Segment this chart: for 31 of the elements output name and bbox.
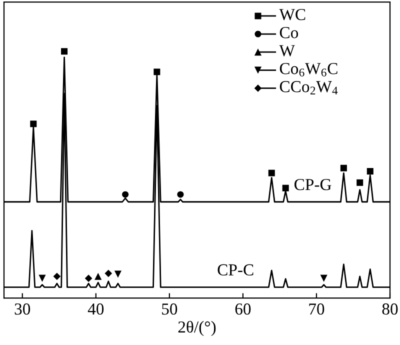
x-tick-label: 50: [162, 303, 178, 315]
point: [94, 272, 102, 280]
point: [122, 191, 129, 198]
x-tick-label: 60: [235, 303, 251, 315]
series-label: CP-C: [218, 264, 254, 276]
point: [61, 48, 68, 55]
point: [53, 272, 61, 280]
legend-label: Co$_{6}$W$_{6}$C: [280, 62, 338, 76]
point: [104, 270, 112, 278]
point: [154, 68, 160, 76]
point: [282, 184, 289, 192]
x-tick-label: 40: [88, 303, 104, 315]
legend-label: WC: [279, 8, 306, 20]
legend-label: Co: [280, 27, 298, 38]
legend-label: CCo$_{2}$W$_{4}$: [280, 81, 338, 94]
point: [30, 120, 37, 128]
legend-label: W: [279, 45, 295, 56]
point: [84, 274, 92, 282]
point: [177, 191, 184, 198]
x-axis-title: 2θ/(°): [178, 320, 216, 336]
x-tick-label: 70: [309, 303, 324, 315]
x-tick-label: 80: [382, 303, 398, 315]
point: [268, 170, 275, 176]
x-tick-label: 30: [14, 303, 30, 315]
point: [340, 164, 347, 172]
point: [38, 274, 46, 282]
point: [114, 270, 122, 278]
series-label: CP-G: [294, 178, 332, 190]
point: [320, 274, 328, 282]
point: [366, 168, 374, 175]
point: [356, 179, 364, 186]
